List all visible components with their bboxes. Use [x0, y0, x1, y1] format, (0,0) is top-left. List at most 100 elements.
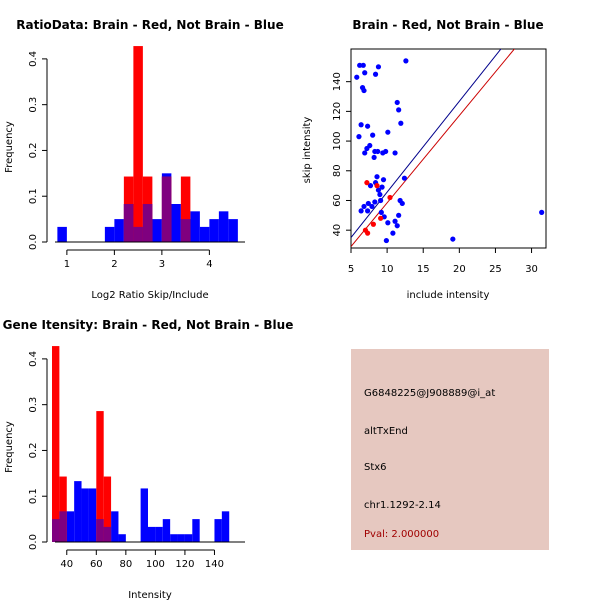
intensity-histogram-bar-notbrain — [118, 534, 126, 542]
scatter-point-notbrain — [371, 154, 377, 161]
intensity-histogram-title: Gene Itensity: Brain - Red, Not Brain - … — [3, 318, 294, 332]
intensity-histogram-x-tick-label: 80 — [119, 559, 132, 570]
ratio-histogram-bar-brain — [133, 46, 143, 243]
ratio-histogram-axes: 1 2 3 4 0.0 0.1 0.2 0.3 0.4 — [28, 51, 213, 270]
scatter-point-notbrain — [394, 99, 400, 106]
ratio-histogram-bar-notbrain — [190, 211, 200, 242]
scatter-point-notbrain — [396, 107, 402, 113]
intensity-histogram-bar-notbrain — [221, 511, 230, 542]
scatter-point-notbrain — [367, 183, 374, 189]
scatter-point-notbrain — [375, 64, 382, 70]
intensity-histogram-y-tick-label: 0.1 — [28, 488, 39, 504]
scatter-point-notbrain — [357, 62, 363, 68]
intensity-histogram-x-tick-label: 40 — [60, 559, 73, 570]
ratio-histogram-ylabel: Frequency — [4, 121, 15, 173]
scatter-point-notbrain — [390, 230, 396, 236]
scatter-y-tick-label: 40 — [332, 224, 343, 237]
info-location: chr1.1292-2.14 — [364, 500, 441, 511]
scatter-point-notbrain — [378, 209, 384, 215]
ratio-histogram-bar-brain — [180, 176, 191, 242]
scatter-point-brain — [364, 180, 370, 186]
scatter-point-notbrain — [362, 70, 368, 76]
scatter-point-notbrain — [367, 142, 373, 149]
scatter-point-notbrain — [403, 58, 409, 64]
intensity-histogram-axes: 40 60 80 100 120 140 0.0 0.1 0.2 0.3 0.4 — [28, 351, 224, 570]
scatter-point-notbrain — [372, 199, 378, 205]
scatter-point-notbrain — [378, 197, 384, 204]
scatter-point-notbrain — [392, 150, 398, 156]
scatter-point-notbrain — [372, 71, 379, 77]
ratio-histogram-bar-overlap — [180, 219, 191, 242]
scatter-point-notbrain — [380, 177, 387, 183]
intensity-histogram-y-tick-label: 0.3 — [28, 397, 39, 413]
scatter-y-tick-label: 120 — [332, 102, 343, 121]
intensity-histogram-bar-notbrain — [74, 481, 82, 542]
intensity-histogram-bar-notbrain — [162, 519, 171, 542]
scatter-point-notbrain — [354, 74, 360, 80]
intensity-histogram-bar-notbrain — [184, 534, 193, 542]
intensity-histogram-bar-overlap — [103, 526, 112, 542]
ratio-histogram-y-tick-label: 0.1 — [28, 188, 39, 204]
scatter-point-notbrain — [365, 123, 371, 129]
scatter-point-notbrain — [383, 148, 389, 155]
scatter-point-brain — [387, 194, 393, 201]
ratio-histogram-bar-overlap — [123, 204, 134, 242]
intensity-histogram-bar-notbrain — [88, 488, 97, 542]
intensity-histogram-y-tick-label: 0.0 — [28, 534, 39, 550]
ratio-histogram-bar-notbrain — [104, 226, 115, 242]
ratio-histogram-bar-notbrain — [199, 226, 210, 242]
ratio-histogram-y-tick-label: 0.4 — [28, 51, 39, 67]
intensity-histogram-y-tick-label: 0.2 — [28, 442, 39, 458]
ratio-histogram-y-tick-label: 0.0 — [28, 234, 39, 250]
scatter-point-brain — [365, 230, 371, 236]
ratio-histogram-y-tick-label: 0.3 — [28, 97, 39, 113]
scatter-point-brain — [370, 221, 376, 227]
intensity-histogram-bar-brain — [103, 476, 112, 542]
scatter-point-notbrain — [398, 120, 404, 126]
scatter-plot-area — [351, 49, 545, 247]
info-pval: Pval: 2.000000 — [364, 529, 439, 540]
intensity-histogram-bar-overlap — [59, 511, 67, 542]
intensity-histogram-bar-brain — [59, 476, 67, 542]
info-panel-background — [351, 349, 549, 550]
scatter-title: Brain - Red, Not Brain - Blue — [352, 18, 543, 32]
intensity-histogram-bar-notbrain — [66, 511, 75, 542]
intensity-histogram-x-tick-label: 60 — [90, 559, 103, 570]
scatter-y-tick-label: 80 — [332, 164, 343, 177]
intensity-histogram-bar-brain — [96, 411, 104, 542]
ratio-histogram-xlabel: Log2 Ratio Skip/Include — [91, 290, 208, 301]
intensity-histogram-bar-brain — [52, 346, 60, 542]
intensity-histogram-bar-notbrain — [177, 534, 185, 542]
scatter-point-notbrain — [361, 87, 367, 94]
intensity-scatter: Brain - Red, Not Brain - Blue 5 10 15 20 25 3… — [302, 18, 547, 301]
scatter-point-notbrain — [450, 236, 456, 242]
info-gene-symbol: Stx6 — [364, 462, 387, 473]
scatter-point-notbrain — [375, 187, 382, 193]
info-probe-id: G6848225@J908889@i_at — [364, 388, 495, 399]
scatter-y-tick-label: 60 — [332, 194, 343, 207]
scatter-point-notbrain — [385, 220, 391, 226]
intensity-histogram-bar-notbrain — [155, 526, 163, 542]
scatter-point-notbrain — [365, 208, 371, 214]
ratio-histogram-bar-notbrain — [171, 204, 181, 242]
ratio-histogram-x-tick-label: 1 — [64, 259, 70, 270]
scatter-x-tick-label: 15 — [417, 264, 430, 275]
scatter-point-notbrain — [394, 223, 400, 229]
ratio-histogram-x-tick-label: 4 — [206, 259, 212, 270]
ratio-histogram-x-tick-label: 2 — [111, 259, 117, 270]
ratio-histogram-bar-notbrain — [114, 219, 124, 242]
scatter-x-tick-label: 10 — [381, 264, 394, 275]
ratio-histogram-y-tick-label: 0.2 — [28, 142, 39, 158]
scatter-point-notbrain — [396, 212, 402, 218]
intensity-histogram-bar-overlap — [52, 519, 60, 542]
ratio-histogram-title: RatioData: Brain - Red, Not Brain - Blue — [16, 18, 283, 32]
info-panel: G6848225@J908889@i_at altTxEnd Stx6 chr1… — [351, 349, 549, 550]
scatter-fit-line-blue-fit — [351, 49, 502, 238]
intensity-histogram-ylabel: Frequency — [4, 421, 15, 473]
scatter-point-notbrain — [356, 134, 362, 140]
scatter-xlabel: include intensity — [407, 290, 490, 301]
intensity-histogram-bar-notbrain — [140, 488, 148, 542]
scatter-point-notbrain — [358, 122, 364, 128]
intensity-histogram-bars — [52, 346, 230, 542]
